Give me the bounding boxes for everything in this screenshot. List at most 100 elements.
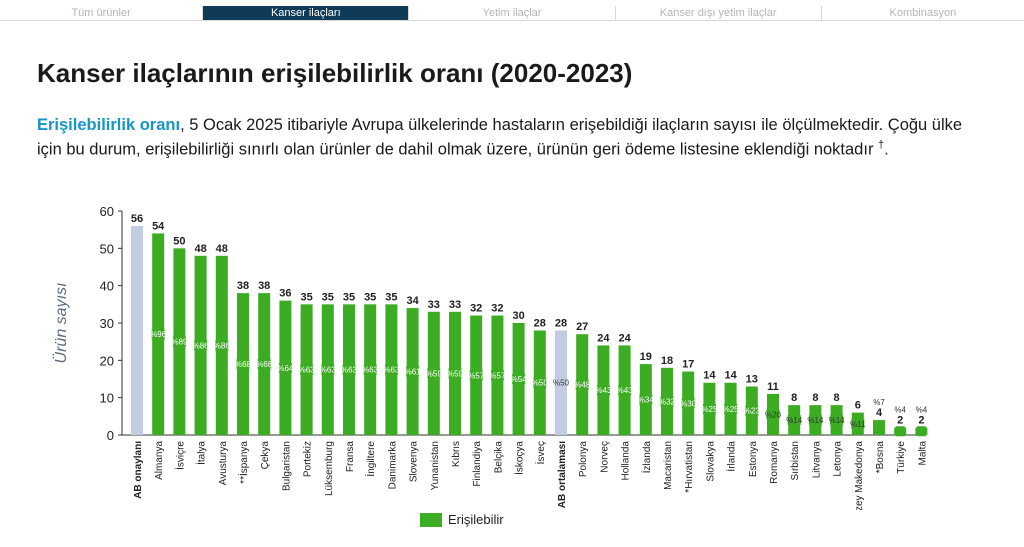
- bar-value-label: 11: [767, 381, 779, 393]
- percent-label: %43: [595, 386, 612, 395]
- percent-label-bg: [448, 368, 462, 379]
- percent-label: %89: [171, 338, 188, 347]
- percent-label: %14: [829, 416, 846, 425]
- category-label: İngiltere: [364, 441, 377, 477]
- percent-label-bg: [151, 329, 165, 340]
- bar-value-label: 13: [746, 373, 758, 385]
- bar-value-label: 35: [385, 291, 397, 303]
- category-label: Hollanda: [621, 441, 632, 481]
- category-label: Slovakya: [705, 441, 716, 482]
- percent-label: %63: [299, 366, 316, 375]
- category-label: Avusturya: [218, 441, 229, 486]
- bar-value-label: 24: [618, 332, 631, 344]
- percent-label: %63: [320, 366, 337, 375]
- bar-value-label: 54: [152, 220, 165, 232]
- percent-label-bg: [724, 403, 738, 414]
- bar-value-label: 33: [449, 299, 461, 311]
- percent-label: %20: [765, 410, 782, 419]
- tab-orphan-drugs[interactable]: Yetim ilaçlar: [409, 6, 616, 20]
- percent-label: %68: [235, 360, 252, 369]
- tab-combination[interactable]: Kombinasyon: [889, 7, 957, 19]
- percent-label: %4: [916, 406, 928, 415]
- percent-label-bg: [469, 370, 483, 381]
- category-label: Almanya: [154, 441, 165, 480]
- percent-label-bg: [787, 415, 801, 426]
- bar-chart: 0 10 20 30 40 50 60 Ürün sayısı 56 AB onaylanı 54%…: [52, 204, 928, 510]
- category-label: Fransa: [345, 441, 356, 473]
- category-label: Danimarka: [387, 441, 398, 490]
- bar-value-label: 35: [364, 291, 376, 303]
- percent-label: %30: [680, 399, 697, 408]
- percent-label: %61: [405, 368, 422, 377]
- bar-value-label: 24: [597, 332, 610, 344]
- percent-label: %63: [341, 366, 358, 375]
- bar-value-label: 35: [322, 291, 334, 303]
- category-label: *Bosna: [875, 441, 886, 474]
- bar-value-label: 27: [576, 321, 588, 333]
- category-label: Portekiz: [303, 441, 314, 477]
- bar-value-label: 8: [834, 392, 840, 404]
- bar-value-label: 30: [512, 310, 524, 322]
- category-label: Letonya: [833, 441, 844, 477]
- percent-label-bg: [512, 374, 526, 384]
- bar-value-label: 17: [682, 359, 694, 371]
- category-label: Slovenya: [409, 441, 420, 483]
- percent-label: %54: [511, 375, 528, 384]
- percent-label-bg: [895, 426, 905, 437]
- bar-value-label: 38: [237, 280, 249, 292]
- bar-value-label: 14: [703, 370, 716, 382]
- bar-value-label: 4: [876, 407, 883, 419]
- percent-label: %57: [468, 371, 485, 380]
- description-lead: Erişilebilirlik oranı: [37, 116, 181, 134]
- legend: Erişilebilir: [420, 512, 504, 527]
- bar-value-label: 32: [470, 303, 482, 315]
- percent-label: %48: [574, 381, 591, 390]
- category-label: *Kuzey Makedonya: [854, 441, 865, 510]
- percent-label-bg: [257, 359, 271, 370]
- bar-value-label: 28: [534, 317, 546, 329]
- bar: [555, 330, 567, 435]
- tab-cancer-drugs[interactable]: Kanser ilaçları: [203, 6, 410, 20]
- percent-label: %86: [193, 341, 210, 350]
- percent-label-bg: [618, 385, 632, 396]
- bar-value-label: 56: [131, 213, 143, 225]
- tab-bar: Tüm ürünler Kanser ilaçları Yetim ilaçla…: [0, 6, 1024, 21]
- category-label: Sırbistan: [790, 441, 801, 480]
- percent-label-bg: [172, 336, 186, 347]
- percent-label: %68: [256, 360, 273, 369]
- bar-value-label: 18: [661, 355, 673, 367]
- description: Erişilebilirlik oranı, 5 Ocak 2025 itiba…: [37, 115, 987, 160]
- category-label: Türkiye: [896, 441, 907, 474]
- percent-label: %59: [426, 369, 443, 378]
- bar-value-label: 8: [791, 392, 797, 404]
- percent-label-bg: [278, 362, 292, 373]
- y-tick-label: 50: [100, 241, 114, 256]
- bar-value-label: 48: [216, 243, 228, 255]
- percent-label-bg: [766, 409, 780, 420]
- bar-value-label: 36: [279, 288, 291, 300]
- tab-non-cancer-orphan-drugs[interactable]: Kanser dışı yetim ilaçlar: [616, 6, 822, 20]
- bar-value-label: 2: [897, 415, 903, 427]
- percent-label-bg: [575, 379, 589, 390]
- bar-value-label: 19: [640, 351, 652, 363]
- category-label: **İspanya: [237, 441, 250, 484]
- description-end: .: [884, 140, 889, 159]
- category-label: AB onaylanı: [133, 441, 144, 499]
- y-axis-title: Ürün sayısı: [52, 283, 70, 364]
- category-label: İskoçya: [513, 441, 526, 475]
- percent-label: %14: [807, 416, 824, 425]
- bar-value-label: 32: [491, 303, 503, 315]
- percent-label-bg: [916, 426, 926, 437]
- percent-label: %63: [383, 366, 400, 375]
- percent-label: %11: [850, 420, 866, 429]
- category-label: Norveç: [599, 441, 610, 473]
- category-label: İtalya: [195, 441, 208, 465]
- category-label: Bulgaristan: [281, 441, 292, 491]
- bar-value-label: 8: [812, 392, 818, 404]
- percent-label: %34: [638, 396, 655, 405]
- tab-all-products[interactable]: Tüm ürünler: [0, 6, 204, 20]
- category-label: İrlanda: [725, 441, 738, 472]
- category-label: İsveç: [534, 441, 547, 464]
- bar-value-label: 48: [194, 243, 206, 255]
- bar-value-label: 28: [555, 317, 567, 329]
